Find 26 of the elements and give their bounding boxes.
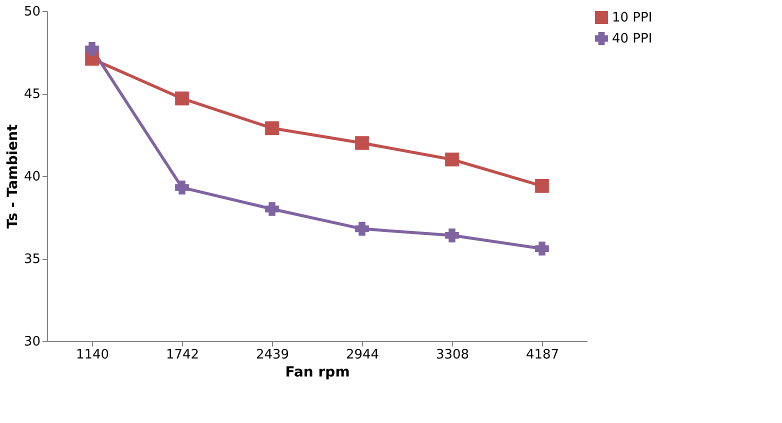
y-tick-label: 30	[24, 334, 40, 350]
y-tick-label: 40	[24, 170, 40, 184]
point	[535, 242, 549, 256]
y-tick-label: 50	[24, 4, 40, 20]
point	[445, 152, 459, 166]
x-tick-label: 3308	[436, 348, 470, 362]
x-axis-title: Fan rpm	[285, 364, 350, 380]
x-tick-label: 2944	[346, 348, 380, 362]
x-tick-label: 1140	[76, 348, 110, 362]
point	[265, 121, 279, 136]
point	[355, 136, 369, 150]
x-tick-label: 4187	[526, 348, 560, 362]
point	[265, 202, 279, 216]
y-tick-label: 35	[24, 252, 40, 267]
point	[85, 42, 99, 56]
point	[175, 180, 189, 194]
legend-label: 40 PPI	[612, 32, 652, 46]
point	[175, 92, 189, 106]
x-tick-label: 2439	[256, 348, 290, 362]
y-tick-label: 45	[24, 87, 40, 102]
point	[445, 228, 459, 242]
point	[535, 178, 549, 193]
legend-label: 10 PPI	[612, 10, 652, 26]
point	[355, 222, 369, 236]
y-axis-title: Ts - Tambient	[4, 124, 21, 229]
x-tick-label: 1742	[166, 348, 200, 362]
